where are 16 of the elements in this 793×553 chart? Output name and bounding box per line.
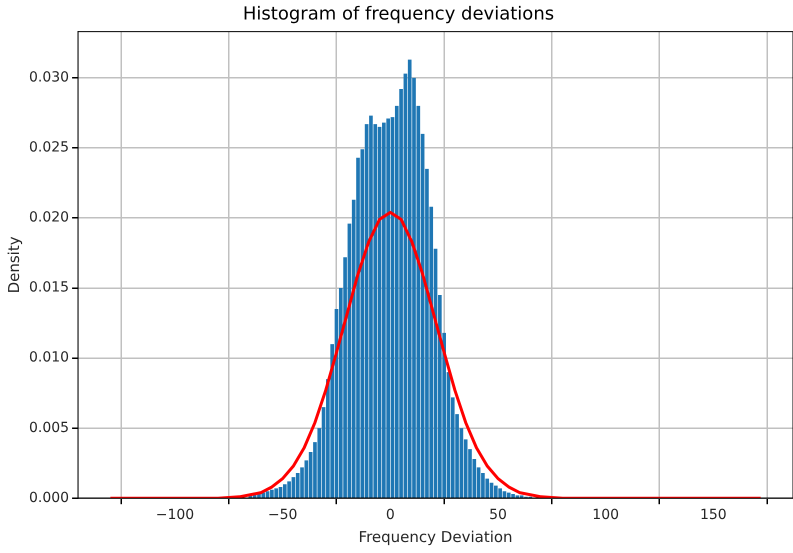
y-tick-label: 0.030 xyxy=(28,69,70,86)
x-tick-label: 100 xyxy=(592,507,620,524)
y-tick-label: 0.005 xyxy=(28,420,70,436)
y-tick-label: 0.020 xyxy=(28,210,70,226)
x-tick-label: 150 xyxy=(700,507,727,524)
x-tick-label: 50 xyxy=(489,507,507,524)
y-tick-label: 0.015 xyxy=(28,280,70,296)
x-tick-label: 0 xyxy=(386,507,395,524)
y-axis-title: Density xyxy=(4,236,23,294)
chart-title: Histogram of frequency deviations xyxy=(242,3,554,24)
x-tick-label: −100 xyxy=(156,507,194,524)
y-tick-label: 0.010 xyxy=(28,350,70,366)
x-tick-label: −50 xyxy=(268,507,298,524)
y-tick-label: 0.000 xyxy=(28,490,70,506)
y-tick-label: 0.025 xyxy=(28,140,70,156)
x-axis-title: Frequency Deviation xyxy=(358,528,513,546)
